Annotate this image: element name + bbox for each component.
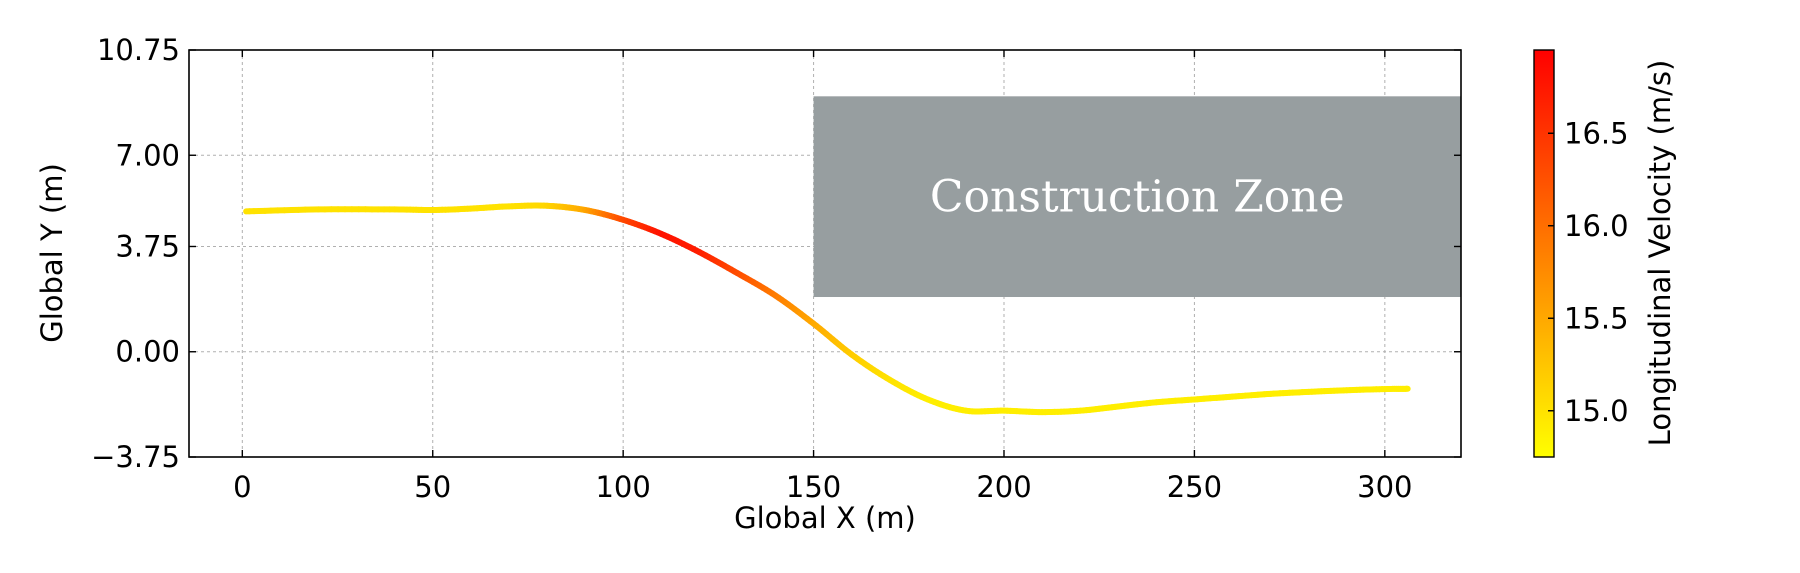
x-tick-label: 100: [595, 470, 650, 504]
colorbar-tick-label: 16.0: [1564, 209, 1629, 243]
construction-zone: [813, 96, 1461, 298]
construction-zone-layer: Construction Zone: [813, 96, 1461, 298]
colorbar-tick-label: 16.5: [1564, 116, 1629, 150]
x-tick-label: 150: [786, 470, 841, 504]
y-tick-label: 0.00: [115, 335, 180, 369]
axis-ticks: 0 50 100 150 200 250 300 −3.75 0.00 3.75 7.00 10.75: [91, 33, 1461, 504]
colorbar-gradient: [1533, 49, 1555, 458]
x-tick-label: 200: [976, 470, 1031, 504]
y-tick-label: 7.00: [115, 138, 180, 172]
colorbar: 15.0 15.5 16.0 16.5 Longitudinal Velocity (m…: [1533, 49, 1677, 458]
y-tick-label: 10.75: [97, 33, 180, 67]
x-tick-label: 300: [1357, 470, 1412, 504]
x-tick-label: 50: [414, 470, 451, 504]
construction-zone-label: Construction Zone: [930, 172, 1345, 223]
y-axis-label: Global Y (m): [35, 163, 69, 343]
x-tick-label: 0: [233, 470, 251, 504]
x-tick-label: 250: [1167, 470, 1222, 504]
colorbar-tick-label: 15.5: [1564, 301, 1629, 335]
plot-frame: [188, 49, 1462, 458]
colorbar-label: Longitudinal Velocity (m/s): [1643, 60, 1677, 447]
trajectory-line: [243, 202, 1411, 416]
y-tick-label: −3.75: [91, 440, 180, 474]
x-axis-label: Global X (m): [734, 501, 916, 535]
y-tick-label: 3.75: [115, 229, 180, 263]
colorbar-tick-label: 15.0: [1564, 394, 1629, 428]
